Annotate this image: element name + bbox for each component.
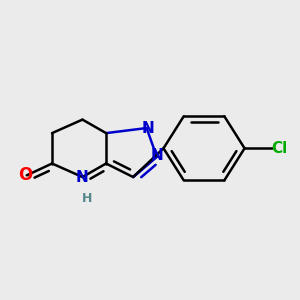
Text: N: N bbox=[142, 121, 155, 136]
Text: Cl: Cl bbox=[271, 141, 287, 156]
Text: O: O bbox=[18, 166, 32, 184]
Text: H: H bbox=[82, 193, 93, 206]
Text: N: N bbox=[76, 169, 89, 184]
Text: N: N bbox=[151, 148, 164, 163]
